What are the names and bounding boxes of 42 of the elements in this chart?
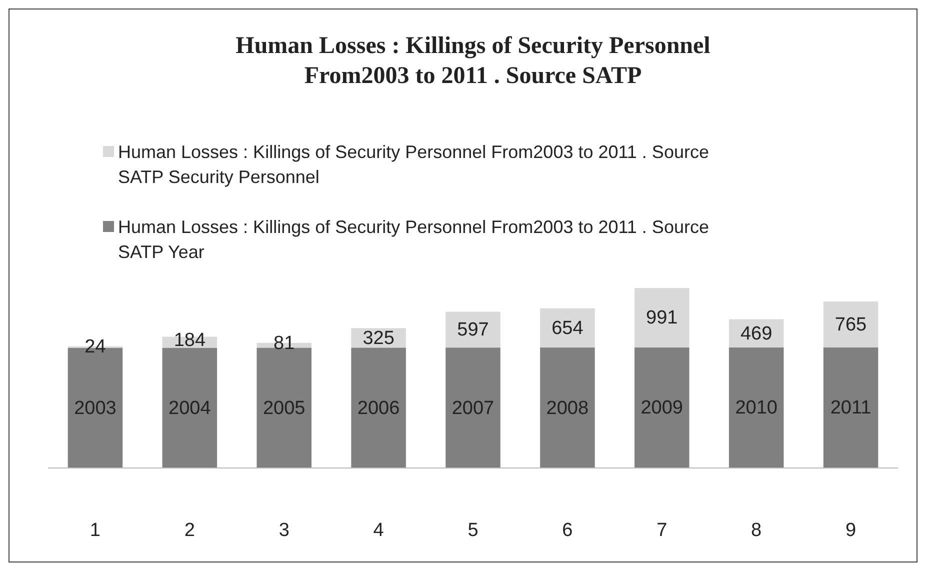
data-label: 765 (834, 314, 867, 336)
data-label: 81 (274, 332, 295, 354)
bar (728, 347, 784, 468)
legend-label: Human Losses : Killings of Security Personnel From2003 to 2011 . Source SATP Security Personnel (118, 142, 709, 187)
data-label: 597 (457, 320, 489, 341)
data-label: 2006 (357, 398, 400, 419)
data-label: 184 (174, 330, 206, 351)
x-tick-label: 2 (184, 520, 195, 541)
bar (540, 348, 595, 468)
data-label: 991 (646, 308, 678, 329)
x-tick-label: 9 (845, 520, 856, 541)
data-label: 2003 (74, 398, 116, 419)
x-tick-label: 4 (373, 520, 384, 541)
bar (162, 348, 218, 468)
x-tick-label: 1 (90, 520, 101, 541)
x-tick-label: 8 (751, 520, 762, 541)
data-label: 325 (362, 328, 394, 349)
bar (823, 347, 878, 468)
bar (351, 348, 406, 468)
x-tick-label: 5 (468, 520, 478, 541)
chart-title: Human Losses : Killings of Security Personnel From2003 to 2011 . Source SATP (236, 33, 711, 89)
bar (446, 312, 500, 348)
x-tick-label: 6 (562, 520, 573, 541)
data-label: 2009 (640, 398, 684, 419)
x-tick-label: 3 (278, 520, 290, 541)
data-label: 2010 (735, 398, 778, 419)
data-label: 2007 (452, 398, 494, 419)
data-label: 2005 (262, 398, 306, 419)
bar (540, 308, 595, 348)
data-label: 2011 (830, 398, 872, 419)
data-label: 24 (84, 336, 106, 358)
x-tick-label: 7 (656, 520, 668, 541)
data-label: 654 (552, 318, 584, 339)
bar (634, 347, 690, 468)
bar (256, 348, 312, 468)
bar (634, 288, 690, 348)
data-label: 469 (740, 323, 772, 344)
legend-label: Human Losses : Killings of Security Personnel From2003 to 2011 . Source SATP Year (118, 217, 709, 262)
bar (446, 348, 500, 468)
data-label: 2004 (168, 398, 212, 419)
bar (823, 301, 878, 348)
data-label: 2008 (546, 398, 589, 419)
